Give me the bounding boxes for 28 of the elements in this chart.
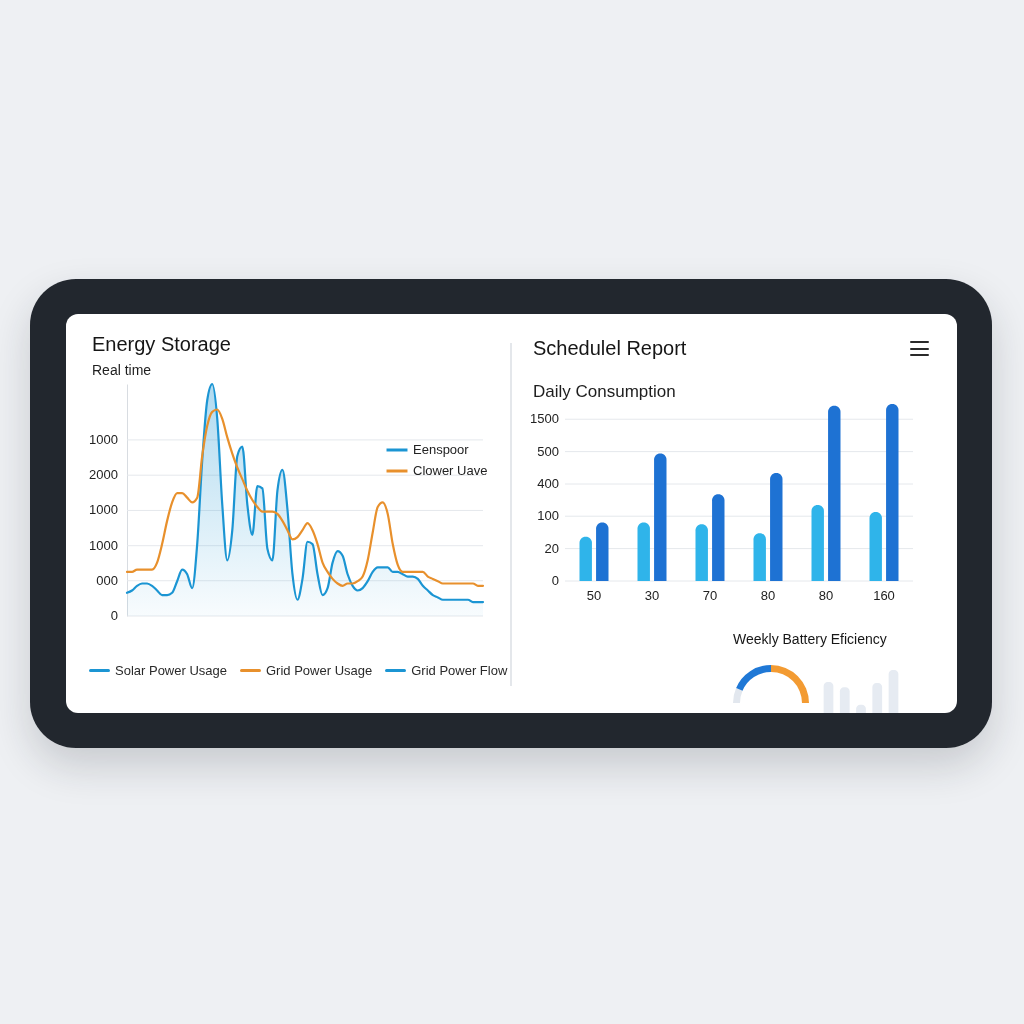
text: 0 <box>110 608 118 623</box>
x-tick-label: 30 <box>644 587 660 603</box>
text: 400 <box>537 476 559 491</box>
text: 000 <box>96 572 118 588</box>
text: 1000 <box>89 502 118 518</box>
text: 1000 <box>89 431 118 447</box>
x-tick-label: 50 <box>586 587 602 603</box>
x-tick-label: 80 <box>818 587 834 603</box>
text: 500 <box>537 443 559 459</box>
text: 0 <box>551 573 559 588</box>
text: 1500 <box>530 411 559 427</box>
chart-subtitle: Daily Consumption <box>533 382 676 401</box>
text: Grid Power Usage <box>266 663 373 678</box>
chart-title: Schedulel Report <box>533 337 687 359</box>
legend-label: Eenspoor <box>413 442 470 457</box>
text: Solar Power Usage <box>115 663 227 678</box>
x-tick-label: 80 <box>760 587 776 603</box>
chart-title: Weekly Battery Eficiency <box>733 631 887 647</box>
text: 100 <box>537 508 559 524</box>
chart-subtitle: Real time <box>92 361 152 378</box>
text: 20 <box>544 540 559 556</box>
text: 1000 <box>89 537 118 553</box>
x-tick-label: 70 <box>702 587 718 603</box>
text: Grid Power Flow <box>411 663 508 678</box>
chart-title: Energy Storage <box>92 332 231 355</box>
x-tick-label: 160 <box>873 587 895 603</box>
text: 2000 <box>89 467 118 483</box>
legend-label: Clower Uave <box>413 463 488 478</box>
